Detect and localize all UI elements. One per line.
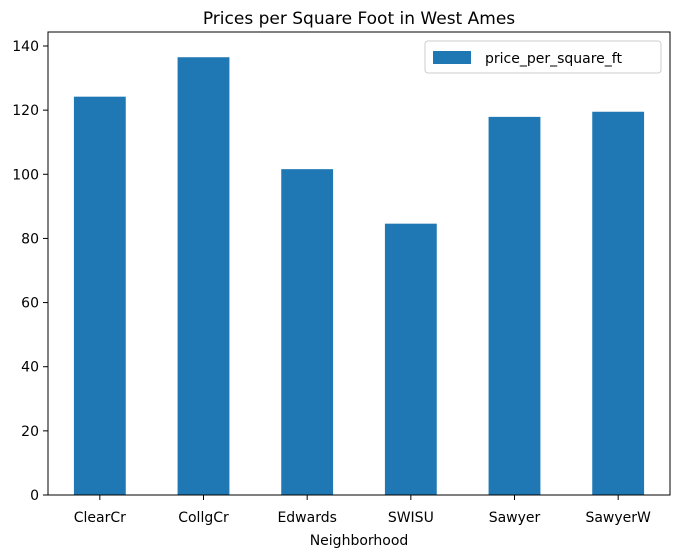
bar-sawyerw	[592, 111, 645, 495]
legend: price_per_square_ft	[424, 40, 662, 74]
y-tick-label: 80	[21, 231, 39, 247]
x-tick-label: SWISU	[388, 510, 434, 526]
x-tick-label: SawyerW	[585, 510, 651, 526]
x-tick-label: CollgCr	[178, 510, 229, 526]
legend-box	[424, 40, 662, 74]
axes-frame	[47, 31, 671, 496]
y-tick-label: 100	[12, 167, 39, 183]
x-tick-label: Edwards	[277, 510, 336, 526]
x-axis-label: Neighborhood	[310, 533, 409, 549]
y-tick-label: 0	[30, 488, 39, 504]
bar-collgcr	[177, 57, 230, 495]
y-axis-ticks: 0 20 40 60 80 100 120 140	[12, 39, 48, 504]
y-tick-label: 20	[21, 424, 39, 440]
bar-sawyer	[488, 116, 541, 495]
legend-swatch	[433, 51, 471, 64]
bar-swisu	[384, 223, 437, 495]
x-tick-label: Sawyer	[489, 510, 541, 526]
y-tick-label: 120	[12, 103, 39, 119]
x-axis-ticks: ClearCr CollgCr Edwards SWISU Sawyer SawyerW	[74, 495, 651, 526]
x-tick-label: ClearCr	[74, 510, 126, 526]
chart-title: Prices per Square Foot in West Ames	[203, 9, 515, 29]
bar-edwards	[281, 169, 334, 495]
legend-label: price_per_square_ft	[485, 51, 622, 67]
y-tick-label: 40	[21, 360, 39, 376]
bars-group	[73, 57, 645, 496]
bar-clearcr	[73, 96, 126, 496]
y-tick-label: 140	[12, 39, 39, 55]
y-tick-label: 60	[21, 296, 39, 312]
